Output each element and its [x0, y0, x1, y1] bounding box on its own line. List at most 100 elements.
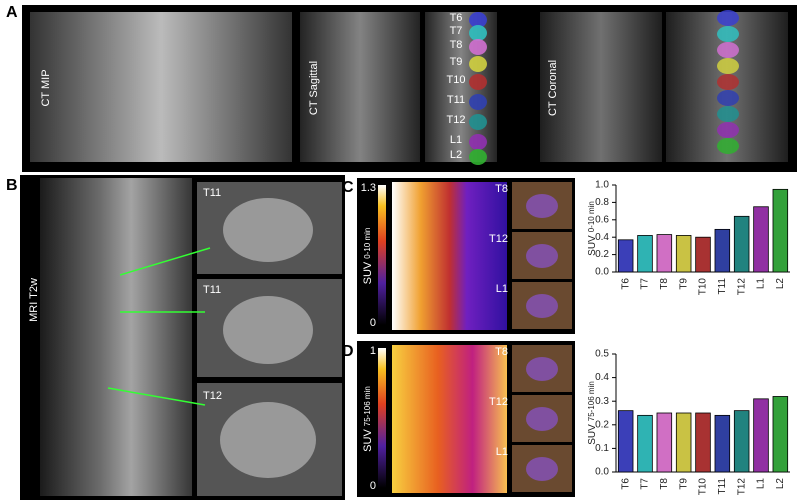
x-tick-label: T9	[678, 478, 689, 490]
x-tick-label: T10	[698, 478, 709, 496]
vertebra-slice	[526, 457, 558, 481]
vertebra-label: T6	[450, 12, 463, 24]
x-tick-label: T8	[659, 278, 670, 290]
panel-letter: C	[342, 179, 354, 196]
vertebra-overlay	[469, 56, 487, 72]
y-axis-label-sub: 0-10 min	[587, 201, 596, 232]
vertebra-overlay	[717, 90, 739, 106]
x-tick-label: T8	[659, 478, 670, 490]
y-tick-label: 0.4	[595, 232, 609, 243]
axis-label-main: SUV	[362, 429, 374, 452]
axis-label-main: SUV	[362, 261, 374, 284]
vertebra-label: L1	[450, 134, 462, 146]
panel-letter: D	[342, 343, 354, 360]
y-tick-label: 0.6	[595, 214, 609, 225]
ct-sagittal-image	[300, 12, 420, 162]
y-tick-label: 0.0	[595, 467, 609, 478]
bar	[753, 206, 769, 273]
ct-coronal-image	[540, 12, 662, 162]
colorbar-min: 0	[370, 317, 376, 329]
axis-label: SUV 0-10 min	[362, 228, 374, 285]
x-tick-label: L2	[775, 478, 786, 490]
bar	[656, 234, 673, 273]
bar	[656, 412, 673, 473]
x-tick-label: T6	[620, 278, 631, 290]
segmentation	[469, 10, 739, 165]
y-axis-label-sub: 75-106 min	[587, 381, 596, 421]
y-tick-label: 0.2	[595, 249, 609, 260]
slice-label: T12	[489, 233, 508, 245]
vertebra-slice	[526, 194, 558, 218]
vertebra-label: L2	[450, 149, 462, 161]
image-label: MRI T2w	[28, 278, 40, 322]
y-tick-label: 0.3	[595, 396, 609, 407]
y-tick-label: 0.1	[595, 443, 609, 454]
bar	[617, 239, 634, 273]
y-axis-label: SUV 0-10 min	[587, 201, 598, 256]
bar	[695, 412, 711, 473]
vertebra-overlay	[469, 94, 487, 110]
vertebra-slice	[526, 357, 558, 381]
vertebra-label: T11	[447, 94, 465, 106]
panel-letter: B	[6, 177, 18, 194]
vertebra-slice	[223, 198, 313, 262]
vertebra-label: T10	[447, 74, 466, 86]
y-axis-label-main: SUV	[587, 235, 598, 256]
vertebra-overlay	[717, 42, 739, 58]
bar	[733, 410, 750, 473]
y-tick-label: 0.8	[595, 197, 609, 208]
vertebra-slice	[526, 294, 558, 318]
vertebra-label: T9	[450, 56, 463, 68]
slice-label: T11	[203, 284, 221, 296]
y-tick-label: 0.4	[595, 372, 609, 383]
vertebra-slice	[220, 402, 316, 478]
vertebra-label: T12	[447, 114, 466, 126]
slice-label: T8	[495, 183, 508, 195]
image-label: CT Coronal	[547, 60, 559, 116]
y-axis-label-main: SUV	[587, 424, 598, 445]
bar	[772, 188, 789, 273]
bar	[753, 398, 769, 473]
vertebra-label: T7	[450, 25, 463, 37]
x-tick-label: T12	[736, 478, 747, 496]
slice-label: T11	[203, 187, 221, 199]
vertebra-overlay	[469, 39, 487, 55]
arrow	[119, 247, 211, 276]
vertebra-label: T8	[450, 39, 463, 51]
bar	[637, 235, 653, 273]
pet-image	[392, 345, 507, 493]
vertebra-slice	[223, 296, 313, 364]
image-label: CT Sagittal	[308, 61, 320, 115]
colorbar	[378, 185, 386, 325]
y-tick-label: 0.2	[595, 419, 609, 430]
bar	[695, 236, 711, 273]
vertebra-overlay	[717, 138, 739, 154]
y-axis-label: SUV 75-106 min	[587, 381, 598, 445]
bar	[714, 414, 731, 473]
x-tick-label: T11	[717, 478, 728, 495]
x-tick-label: T7	[640, 278, 651, 290]
vertebra-overlay	[717, 10, 739, 26]
colorbar	[378, 348, 386, 488]
slice-label: L1	[496, 446, 508, 458]
axis-label-sub: 0-10 min	[363, 228, 372, 259]
vertebra-overlay	[717, 26, 739, 42]
vertebra-overlay	[717, 58, 739, 74]
vertebra-slice	[526, 407, 558, 431]
y-tick-label: 0.0	[595, 267, 609, 278]
vertebra-overlay	[717, 106, 739, 122]
y-tick-label: 0.5	[595, 349, 609, 360]
vertebra-overlay	[469, 114, 487, 130]
colorbar-max: 1.3	[361, 182, 376, 194]
pet-image	[392, 182, 507, 330]
bar	[733, 215, 750, 273]
x-tick-label: T12	[736, 278, 747, 296]
x-tick-label: L1	[756, 278, 767, 290]
slice-label: T12	[203, 390, 222, 402]
slice-label: L1	[496, 283, 508, 295]
vertebra-overlay	[469, 74, 487, 90]
slice-label: T12	[489, 396, 508, 408]
panel-letter: A	[6, 4, 18, 21]
vertebra-slice	[526, 244, 558, 268]
